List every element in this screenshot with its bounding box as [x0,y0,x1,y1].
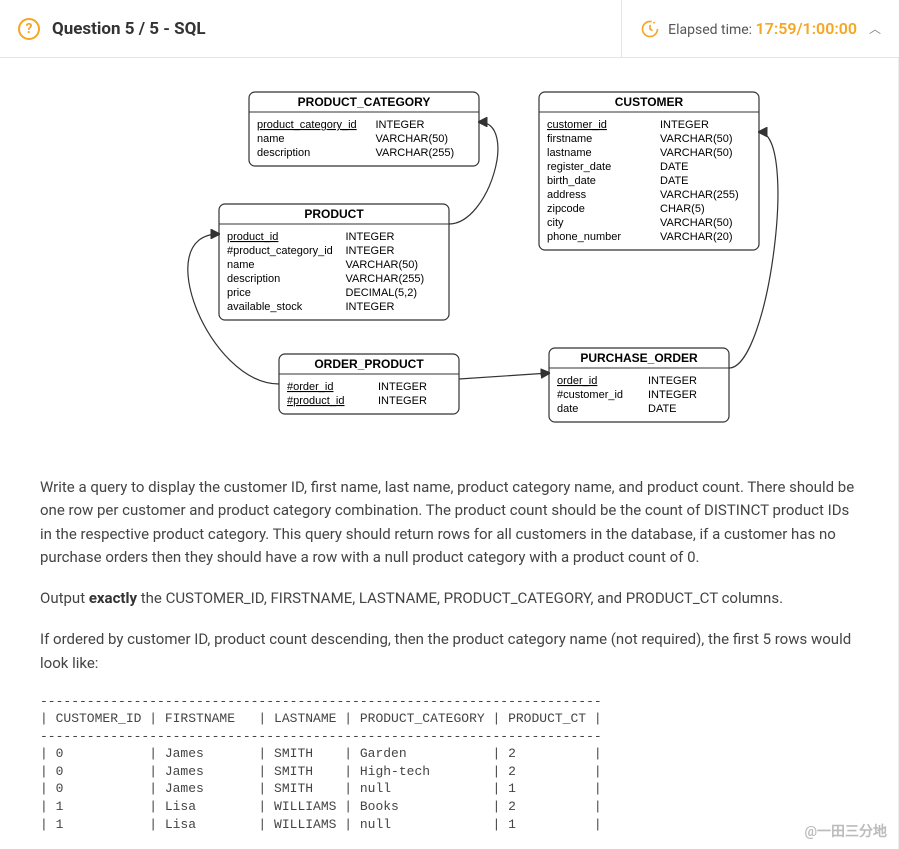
svg-text:description: description [227,273,280,285]
chevron-up-icon[interactable]: ︿ [869,20,881,37]
svg-text:phone_number: phone_number [547,231,621,243]
svg-text:INTEGER: INTEGER [346,245,395,257]
svg-text:register_date: register_date [547,161,611,173]
svg-text:customer_id: customer_id [547,119,607,131]
svg-text:PRODUCT: PRODUCT [304,207,364,221]
instruction-p2: Output exactly the CUSTOMER_ID, FIRSTNAM… [40,587,858,610]
question-title: Question 5 / 5 - SQL [52,19,206,39]
question-icon: ? [18,18,40,40]
svg-text:description: description [257,147,310,159]
svg-text:VARCHAR(50): VARCHAR(50) [660,133,733,145]
svg-text:address: address [547,189,587,201]
header-left: ? Question 5 / 5 - SQL [0,18,621,40]
svg-text:VARCHAR(50): VARCHAR(50) [376,133,449,145]
instruction-p1: Write a query to display the customer ID… [40,476,858,569]
svg-text:CHAR(5): CHAR(5) [660,203,705,215]
svg-text:INTEGER: INTEGER [378,395,427,407]
svg-text:INTEGER: INTEGER [660,119,709,131]
header-right[interactable]: Elapsed time: 17:59/1:00:00 ︿ [621,0,899,57]
svg-text:city: city [547,217,564,229]
svg-text:firstname: firstname [547,133,592,145]
svg-text:#product_category_id: #product_category_id [227,245,333,257]
svg-text:DECIMAL(5,2): DECIMAL(5,2) [346,287,418,299]
svg-text:VARCHAR(50): VARCHAR(50) [346,259,419,271]
elapsed-label: Elapsed time: 17:59/1:00:00 [668,19,857,38]
header-bar: ? Question 5 / 5 - SQL Elapsed time: 17:… [0,0,899,58]
svg-text:#product_id: #product_id [287,395,345,407]
svg-text:INTEGER: INTEGER [346,231,395,243]
svg-text:INTEGER: INTEGER [648,389,697,401]
svg-text:CUSTOMER: CUSTOMER [615,95,684,109]
svg-text:ORDER_PRODUCT: ORDER_PRODUCT [314,357,424,371]
svg-text:VARCHAR(255): VARCHAR(255) [376,147,455,159]
svg-text:birth_date: birth_date [547,175,596,187]
svg-text:name: name [257,133,285,145]
svg-text:order_id: order_id [557,375,597,387]
svg-text:VARCHAR(20): VARCHAR(20) [660,231,733,243]
svg-text:date: date [557,403,578,415]
content-area: PRODUCT_CATEGORY product_category_id INTEG… [0,58,899,849]
svg-text:INTEGER: INTEGER [648,375,697,387]
er-diagram: PRODUCT_CATEGORY product_category_id INTEG… [40,86,858,446]
sample-output-table: ----------------------------------------… [40,693,858,833]
svg-text:INTEGER: INTEGER [376,119,425,131]
svg-text:VARCHAR(50): VARCHAR(50) [660,147,733,159]
svg-text:INTEGER: INTEGER [378,381,427,393]
timer-icon [640,19,660,39]
svg-text:#customer_id: #customer_id [557,389,623,401]
svg-text:VARCHAR(50): VARCHAR(50) [660,217,733,229]
svg-text:available_stock: available_stock [227,301,303,313]
svg-text:zipcode: zipcode [547,203,585,215]
svg-text:#order_id: #order_id [287,381,333,393]
instruction-p3: If ordered by customer ID, product count… [40,628,858,675]
watermark: @一田三分地 [804,821,887,841]
svg-text:price: price [227,287,251,299]
svg-text:PRODUCT_CATEGORY: PRODUCT_CATEGORY [298,95,431,109]
svg-text:product_id: product_id [227,231,278,243]
svg-text:VARCHAR(255): VARCHAR(255) [346,273,425,285]
svg-text:lastname: lastname [547,147,592,159]
elapsed-time: 17:59/1:00:00 [756,19,857,38]
svg-text:VARCHAR(255): VARCHAR(255) [660,189,739,201]
svg-text:DATE: DATE [648,403,677,415]
svg-text:INTEGER: INTEGER [346,301,395,313]
svg-text:name: name [227,259,255,271]
svg-text:PURCHASE_ORDER: PURCHASE_ORDER [580,351,698,365]
svg-text:product_category_id: product_category_id [257,119,357,131]
svg-text:DATE: DATE [660,175,689,187]
svg-text:DATE: DATE [660,161,689,173]
